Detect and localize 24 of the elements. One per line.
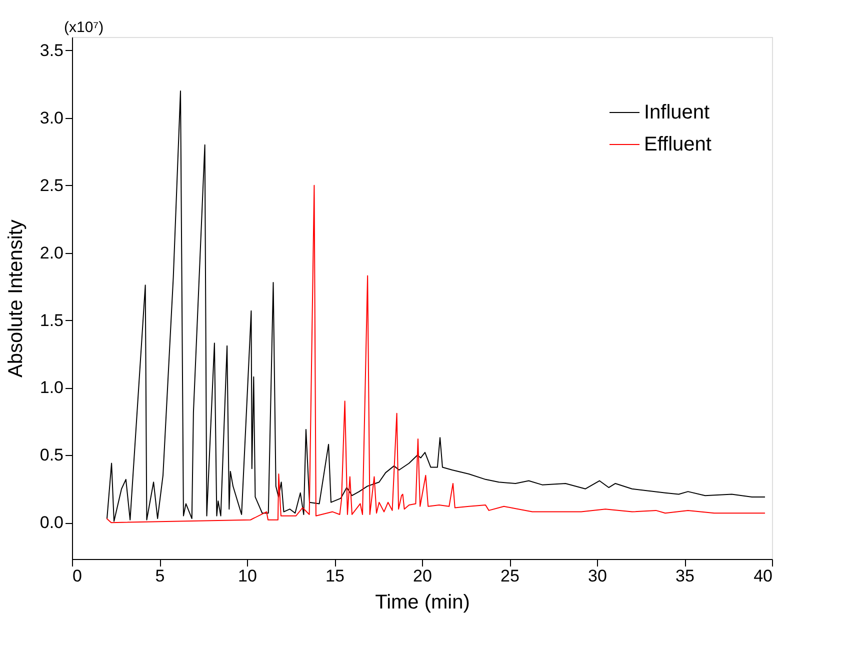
x-tick-label: 40	[754, 566, 772, 586]
line-series	[106, 184, 766, 524]
y-tick-label: 1.0	[40, 378, 64, 398]
y-tick-label: 0.5	[40, 446, 64, 465]
x-axis-title: Time (min)	[375, 592, 470, 614]
x-tick-label: 30	[588, 566, 607, 586]
legend-label: Effluent	[644, 134, 712, 156]
x-tick-label: 0	[72, 566, 82, 586]
y-tick-label: 0.0	[40, 513, 64, 532]
y-tick-label: 3.0	[40, 108, 64, 128]
y-tick-label: 1.5	[40, 310, 64, 330]
x-tick-label: 15	[326, 566, 344, 586]
legend-label: Influent	[644, 102, 710, 124]
y-tick-label: 2.0	[40, 243, 64, 262]
x-tick-label: 5	[155, 566, 165, 586]
y-tick-label: 3.5	[40, 40, 64, 60]
y-axis-title: Absolute Intensity	[4, 220, 27, 378]
x-tick-label: 10	[238, 566, 257, 586]
x-tick-label: 35	[676, 566, 694, 586]
text: (x10⁷)	[64, 19, 104, 36]
x-tick-label: 25	[500, 566, 520, 586]
x-tick-label: 20	[413, 566, 432, 586]
y-tick-label: 2.5	[40, 176, 64, 195]
line-series	[106, 90, 766, 522]
